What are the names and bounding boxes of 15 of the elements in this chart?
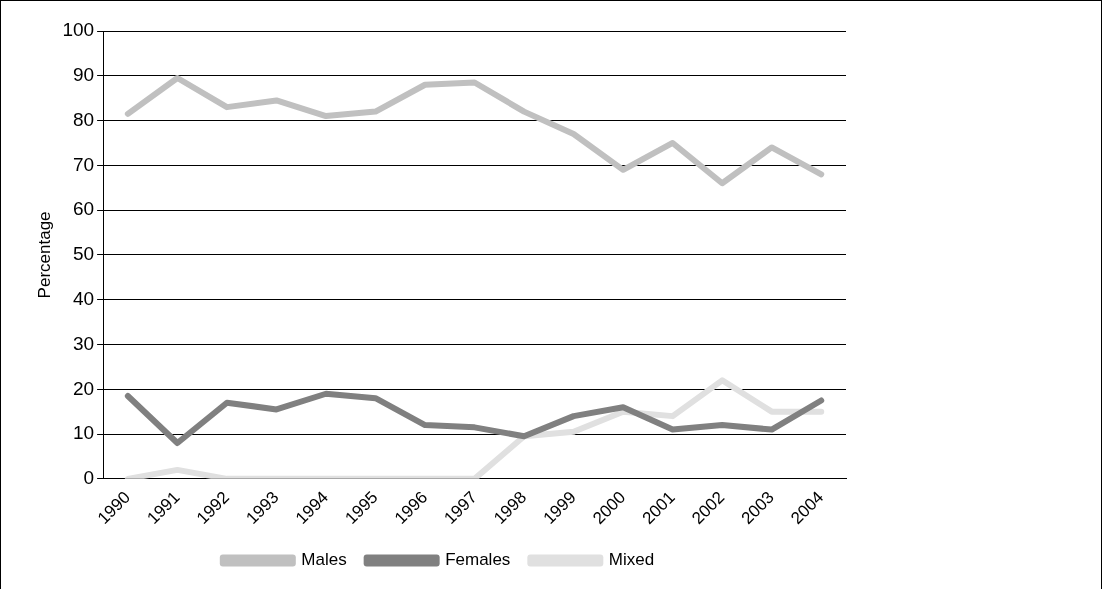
y-tick-label: 60 <box>72 198 95 220</box>
y-tick-label: 70 <box>72 153 95 175</box>
legend-label: Females <box>445 550 511 570</box>
y-tick-label: 50 <box>72 243 95 265</box>
y-tick-label: 20 <box>72 377 95 399</box>
legend-label: Mixed <box>608 550 655 570</box>
y-tick-label: 30 <box>72 332 95 354</box>
y-tick-label: 80 <box>72 108 95 130</box>
y-tick-label: 100 <box>62 19 95 41</box>
y-tick-label: 90 <box>72 64 95 86</box>
y-axis-title: Percentage <box>34 211 54 299</box>
legend-label: Males <box>301 550 347 570</box>
y-tick-label: 0 <box>83 467 95 489</box>
y-tick-label: 10 <box>72 422 95 444</box>
y-tick-label: 40 <box>72 287 95 309</box>
